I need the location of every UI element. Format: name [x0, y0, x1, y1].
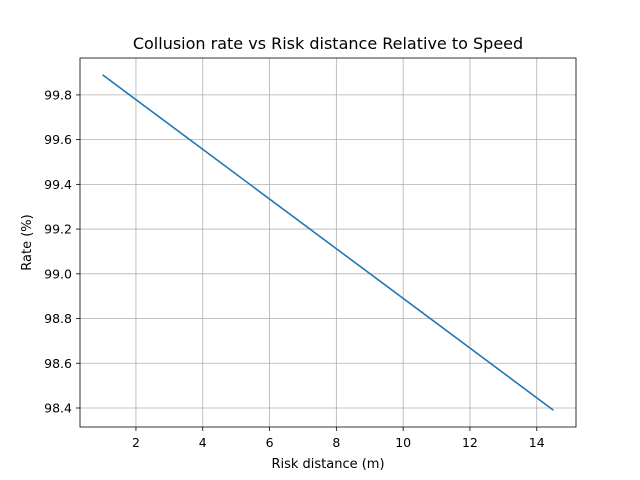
x-tick-label: 8: [332, 435, 340, 450]
axis-ticks: 2 4 6 8 10 12 14 98.4 98.6 98.8 99.0 99.2 99.4 99.6 99…: [44, 87, 545, 450]
x-tick-label: 12: [462, 435, 478, 450]
x-tick-label: 14: [529, 435, 545, 450]
y-tick-label: 99.6: [44, 132, 72, 147]
y-tick-label: 98.8: [44, 311, 72, 326]
x-tick-label: 10: [395, 435, 411, 450]
x-tick-label: 4: [199, 435, 207, 450]
plot-area-frame: [79, 57, 577, 428]
y-tick-label: 99.2: [44, 222, 72, 237]
grid-lines: [80, 58, 576, 427]
x-tick-label: 2: [132, 435, 140, 450]
series-line-0: [102, 74, 554, 411]
y-tick-label: 99.4: [44, 177, 72, 192]
x-axis-label: Risk distance (m): [271, 457, 384, 472]
y-tick-label: 99.0: [44, 266, 72, 281]
x-tick-label: 6: [266, 435, 274, 450]
chart-title: Collusion rate vs Risk distance Relative…: [133, 34, 523, 53]
y-tick-label: 99.8: [44, 87, 72, 102]
y-tick-label: 98.6: [44, 356, 72, 371]
y-tick-label: 98.4: [44, 400, 72, 415]
series-lines: [102, 74, 554, 411]
y-axis-label: Rate (%): [20, 214, 35, 270]
